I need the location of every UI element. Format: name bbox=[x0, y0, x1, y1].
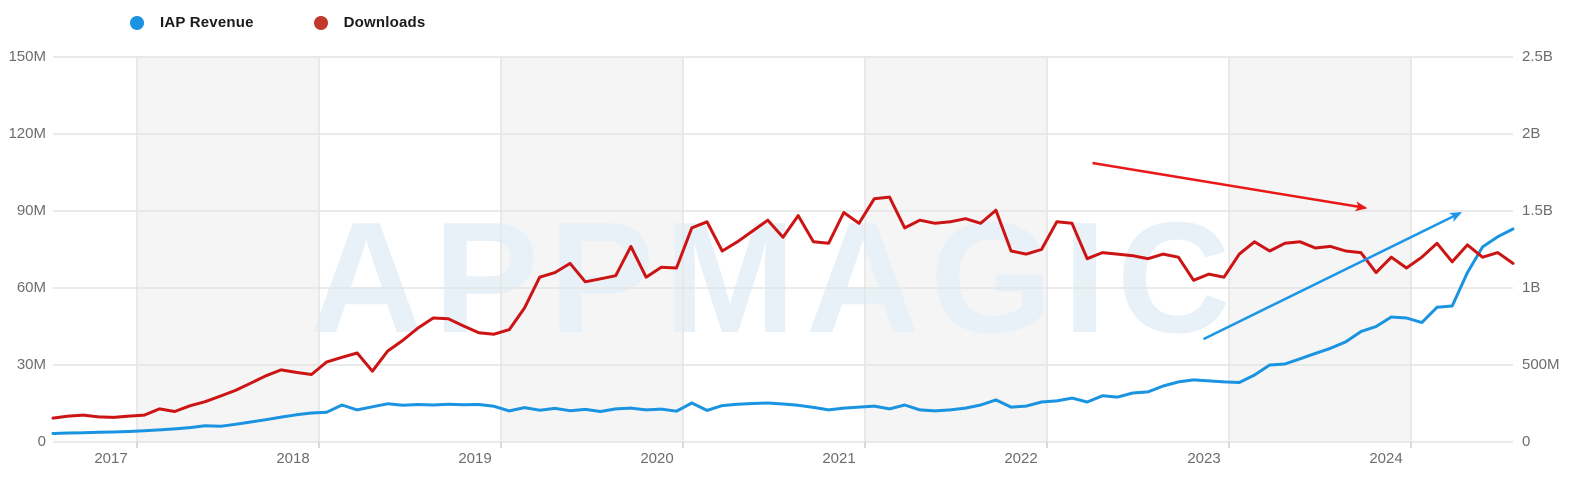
left-axis-tick-0: 0 bbox=[37, 433, 46, 450]
chart-legend: IAP Revenue Downloads bbox=[130, 14, 425, 31]
series-line-iap-revenue[interactable] bbox=[51, 227, 1515, 435]
downloads-dot-icon bbox=[313, 15, 328, 30]
left-axis-tick-150m: 150M bbox=[8, 48, 46, 65]
right-axis-tick-500m: 500M bbox=[1522, 356, 1560, 373]
right-axis-tick-0: 0 bbox=[1522, 433, 1531, 450]
x-axis-tick-2018: 2018 bbox=[276, 450, 310, 467]
legend-label-downloads: Downloads bbox=[343, 14, 426, 31]
left-axis-tick-120m: 120M bbox=[8, 125, 46, 142]
right-axis-tick-1b: 1B bbox=[1522, 279, 1541, 296]
annotation-arrow-downloads-declining bbox=[1092, 161, 1368, 212]
year-band-2023 bbox=[1229, 57, 1411, 442]
appmagic-watermark: APPMAGIC bbox=[309, 190, 1241, 366]
x-axis-tick-2022: 2022 bbox=[1004, 450, 1038, 467]
x-axis-tick-2021: 2021 bbox=[822, 450, 856, 467]
x-axis-tick-2023: 2023 bbox=[1187, 450, 1221, 467]
x-axis-tick-2017: 2017 bbox=[94, 450, 128, 467]
left-axis-tick-30m: 30M bbox=[16, 356, 46, 373]
series-line-downloads[interactable] bbox=[51, 195, 1515, 420]
legend-item-iap-revenue[interactable]: IAP Revenue bbox=[130, 14, 254, 31]
left-axis-tick-90m: 90M bbox=[16, 202, 46, 219]
right-axis-tick-2b: 2B bbox=[1522, 125, 1541, 142]
iap-revenue-dot-icon bbox=[130, 15, 144, 30]
right-axis-tick-1-5b: 1.5B bbox=[1522, 202, 1553, 219]
right-axis-tick-2-5b: 2.5B bbox=[1522, 48, 1553, 65]
year-band-2019 bbox=[501, 57, 683, 442]
year-band-2017 bbox=[137, 57, 319, 442]
x-axis-tick-2024: 2024 bbox=[1369, 450, 1403, 467]
annotation-arrow-revenue-rising bbox=[1202, 211, 1462, 341]
year-band-2021 bbox=[865, 57, 1047, 442]
x-axis-tick-2020: 2020 bbox=[640, 450, 674, 467]
legend-item-downloads[interactable]: Downloads bbox=[313, 14, 426, 31]
legend-label-iap-revenue: IAP Revenue bbox=[160, 14, 254, 31]
x-axis-tick-2019: 2019 bbox=[458, 450, 492, 467]
left-axis-tick-60m: 60M bbox=[16, 279, 46, 296]
